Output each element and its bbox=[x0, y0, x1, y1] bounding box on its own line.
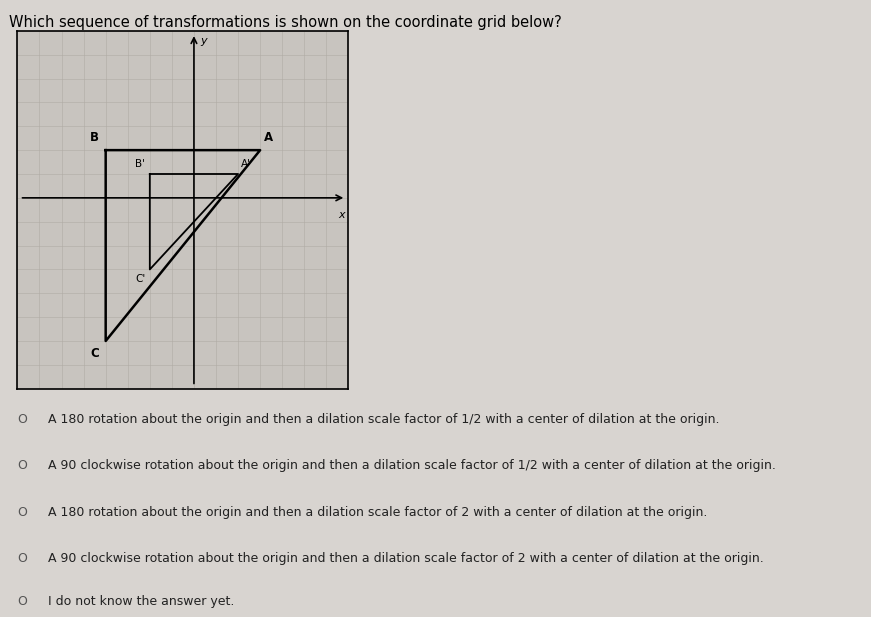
Text: O: O bbox=[17, 595, 27, 608]
Text: A 90 clockwise rotation about the origin and then a dilation scale factor of 2 w: A 90 clockwise rotation about the origin… bbox=[48, 552, 764, 565]
Text: A': A' bbox=[241, 159, 252, 169]
Text: B': B' bbox=[135, 159, 145, 169]
Text: A 180 rotation about the origin and then a dilation scale factor of 2 with a cen: A 180 rotation about the origin and then… bbox=[48, 505, 707, 519]
Text: B: B bbox=[90, 131, 99, 144]
Text: x: x bbox=[339, 210, 345, 220]
Text: A: A bbox=[263, 131, 273, 144]
Text: O: O bbox=[17, 459, 27, 473]
Text: Which sequence of transformations is shown on the coordinate grid below?: Which sequence of transformations is sho… bbox=[9, 15, 562, 30]
Text: A 180 rotation about the origin and then a dilation scale factor of 1/2 with a c: A 180 rotation about the origin and then… bbox=[48, 413, 719, 426]
Text: O: O bbox=[17, 552, 27, 565]
Text: O: O bbox=[17, 505, 27, 519]
Text: C: C bbox=[91, 347, 99, 360]
Text: y: y bbox=[200, 36, 207, 46]
Text: O: O bbox=[17, 413, 27, 426]
Text: C': C' bbox=[135, 274, 145, 284]
Text: A 90 clockwise rotation about the origin and then a dilation scale factor of 1/2: A 90 clockwise rotation about the origin… bbox=[48, 459, 776, 473]
Text: I do not know the answer yet.: I do not know the answer yet. bbox=[48, 595, 234, 608]
